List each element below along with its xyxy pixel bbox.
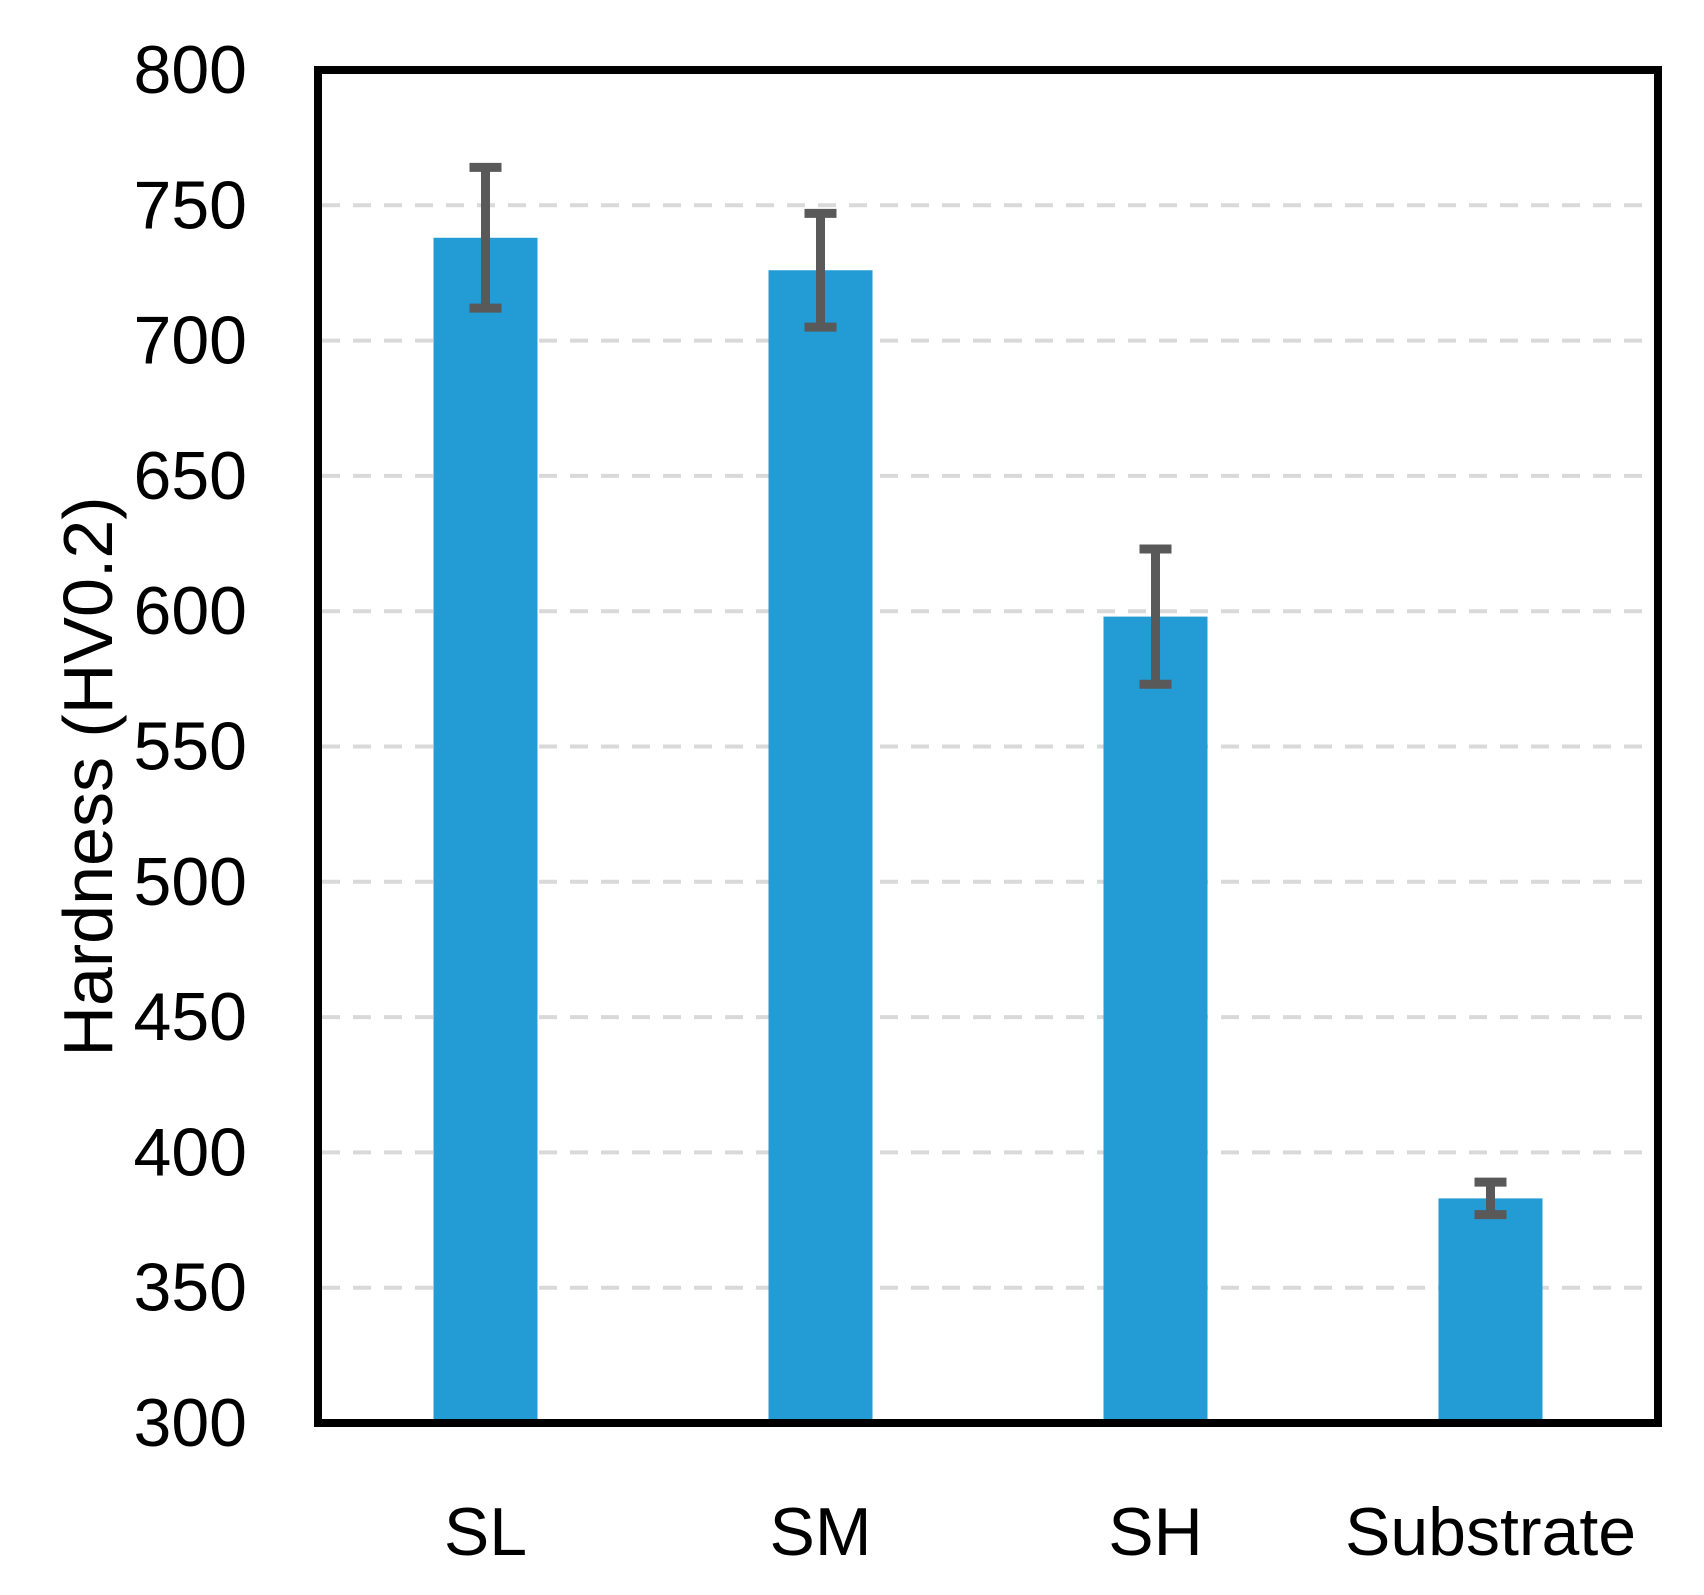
bar-sh <box>1103 616 1208 1423</box>
y-tick-label-700: 700 <box>134 303 247 379</box>
y-tick-label-500: 500 <box>134 844 247 920</box>
y-tick-label-450: 450 <box>134 979 247 1055</box>
y-tick-label-600: 600 <box>134 573 247 649</box>
bar-sl <box>433 237 538 1424</box>
y-tick-label-350: 350 <box>134 1250 247 1326</box>
bar-sm <box>768 270 873 1423</box>
bar-substrate <box>1438 1198 1543 1423</box>
y-tick-label-550: 550 <box>134 709 247 785</box>
x-category-label-sh: SH <box>1108 1494 1202 1570</box>
plot-frame <box>314 66 1662 1427</box>
y-tick-label-300: 300 <box>134 1385 247 1461</box>
x-category-label-substrate: Substrate <box>1345 1494 1636 1570</box>
y-axis-title: Hardness (HV0.2) <box>49 496 127 1056</box>
y-tick-label-750: 750 <box>134 167 247 243</box>
y-tick-label-400: 400 <box>134 1114 247 1190</box>
x-category-label-sm: SM <box>770 1494 872 1570</box>
y-tick-label-650: 650 <box>134 438 247 514</box>
x-category-label-sl: SL <box>444 1494 527 1570</box>
y-tick-label-800: 800 <box>134 32 247 108</box>
